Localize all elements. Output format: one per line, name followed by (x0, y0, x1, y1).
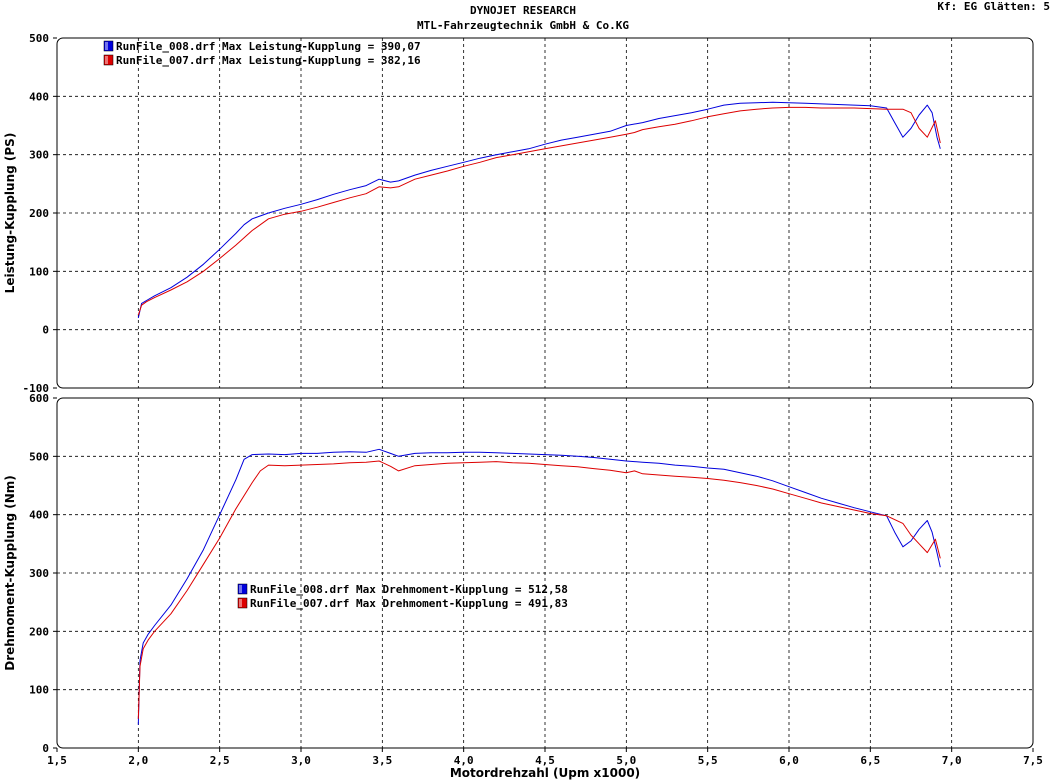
rpm-x-tick-label: 6,0 (779, 754, 799, 767)
torque-legend-swatch-highlight (239, 599, 242, 607)
power-y-tick-label: 300 (29, 149, 49, 162)
power-legend-swatch-highlight (105, 56, 108, 64)
rpm-x-tick-label: 7,0 (942, 754, 962, 767)
torque-legend: RunFile_008.drf Max Drehmoment-Kupplung … (237, 583, 568, 610)
rpm-x-tick-label: 2,5 (210, 754, 230, 767)
power-series-line-runfile-007 (137, 106, 941, 316)
power-legend-swatch-highlight (105, 42, 108, 50)
torque-y-axis-label: Drehmoment-Kupplung (Nm) (3, 475, 17, 671)
rpm-x-tick-label: 5,5 (698, 754, 718, 767)
rpm-x-tick-label: 3,0 (291, 754, 311, 767)
rpm-x-tick-label: 6,5 (860, 754, 880, 767)
torque-series-line-runfile-007 (137, 460, 941, 719)
rpm-x-tick-label: 4,5 (535, 754, 555, 767)
torque-y-tick-label: 100 (29, 684, 49, 697)
power-legend-swatch (103, 40, 114, 52)
torque-y-tick-label: 0 (42, 742, 49, 755)
power-y-ticks: 500 400 300 200 100 0 -100 (23, 32, 57, 395)
torque-panel: 600 500 400 300 200 100 0 1,5 2,0 2,5 3,0 3,5 4,0 4,… (3, 392, 1043, 780)
power-y-tick-label: 0 (42, 324, 49, 337)
torque-y-tick-label: 200 (29, 625, 49, 638)
torque-legend-swatch (237, 597, 248, 609)
power-y-tick-label: 400 (29, 90, 49, 103)
rpm-x-tick-label: 1,5 (47, 754, 67, 767)
torque-legend-entry: RunFile_008.drf Max Drehmoment-Kupplung … (250, 583, 568, 596)
torque-legend-swatch (237, 583, 248, 595)
rpm-x-tick-label: 4,0 (454, 754, 474, 767)
header-settings: Kf: EG Glätten: 5 (937, 0, 1050, 13)
power-legend-swatch (103, 54, 114, 66)
torque-legend-entry: RunFile_007.drf Max Drehmoment-Kupplung … (250, 597, 568, 610)
torque-y-tick-label: 400 (29, 509, 49, 522)
power-legend: RunFile_008.drf Max Leistung-Kupplung = … (103, 40, 421, 67)
torque-legend-swatch-highlight (239, 585, 242, 593)
rpm-x-tick-label: 7,5 (1023, 754, 1043, 767)
rpm-x-tick-label: 5,0 (616, 754, 636, 767)
power-legend-entry: RunFile_007.drf Max Leistung-Kupplung = … (116, 54, 421, 67)
header-title-line1: DYNOJET RESEARCH (470, 4, 576, 17)
power-y-tick-label: 500 (29, 32, 49, 45)
power-legend-entry: RunFile_008.drf Max Leistung-Kupplung = … (116, 40, 421, 53)
power-series-line-runfile-008 (137, 101, 941, 319)
torque-series-group (137, 448, 941, 725)
torque-series-line-runfile-008 (137, 448, 941, 725)
torque-y-tick-label: 600 (29, 392, 49, 405)
header-title-line2: MTL-Fahrzeugtechnik GmbH & Co.KG (417, 19, 629, 32)
power-panel: 500 400 300 200 100 0 -100 RunFile_008.drf Max… (3, 32, 1034, 395)
power-y-tick-label: 200 (29, 207, 49, 220)
power-series-group (137, 101, 941, 319)
x-axis-label: Motordrehzahl (Upm x1000) (450, 766, 640, 780)
power-y-tick-label: -100 (23, 382, 50, 395)
power-y-tick-label: 100 (29, 265, 49, 278)
rpm-x-ticks: 1,5 2,0 2,5 3,0 3,5 4,0 4,5 5,0 5,5 6,0 6,5 7,0 7,5 (47, 748, 1043, 767)
rpm-x-tick-label: 3,5 (372, 754, 392, 767)
torque-y-tick-label: 300 (29, 567, 49, 580)
rpm-x-tick-label: 2,0 (128, 754, 148, 767)
power-grid (57, 38, 1033, 388)
power-y-axis-label: Leistung-Kupplung (PS) (3, 133, 17, 294)
torque-y-ticks: 600 500 400 300 200 100 0 (29, 392, 57, 755)
torque-y-tick-label: 500 (29, 450, 49, 463)
